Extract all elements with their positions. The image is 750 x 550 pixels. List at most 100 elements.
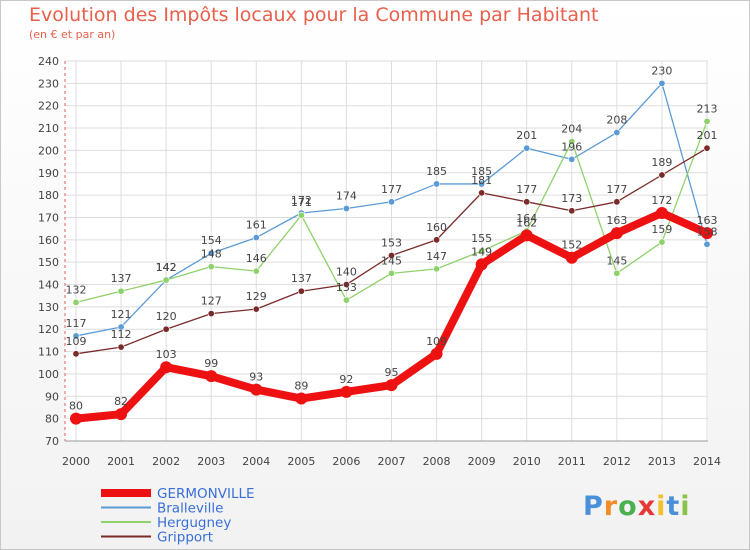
data-label: 177 (516, 183, 537, 196)
data-label: 137 (291, 272, 312, 285)
data-point (568, 137, 576, 145)
data-label: 164 (516, 212, 537, 225)
data-point (207, 249, 215, 257)
data-point (387, 269, 395, 277)
data-label: 129 (246, 290, 267, 303)
y-tick-label: 100 (38, 368, 59, 381)
logo-letter: x (637, 491, 657, 522)
data-point (703, 144, 711, 152)
x-tick-label: 2011 (558, 455, 586, 468)
y-tick-label: 70 (45, 435, 59, 448)
y-tick-label: 110 (38, 346, 59, 359)
data-label: 145 (381, 254, 402, 267)
logo-letter: P (583, 491, 604, 522)
x-tick-label: 2002 (152, 455, 180, 468)
data-point (297, 211, 305, 219)
y-tick-label: 140 (38, 279, 59, 292)
data-label: 163 (606, 214, 627, 227)
x-tick-label: 2013 (648, 455, 676, 468)
logo-letter: i (680, 491, 691, 522)
data-point (520, 229, 533, 242)
data-point (658, 79, 666, 87)
data-point (703, 240, 711, 248)
proxiti-logo: Proxiti (583, 491, 691, 522)
data-label: 185 (426, 165, 447, 178)
data-label: 103 (156, 348, 177, 361)
data-label: 121 (111, 308, 132, 321)
data-point (207, 310, 215, 318)
x-tick-label: 2005 (287, 455, 315, 468)
data-label: 148 (201, 248, 222, 261)
data-point (613, 269, 621, 277)
data-point (250, 383, 263, 396)
data-point (655, 207, 668, 219)
data-label: 82 (114, 395, 128, 408)
x-tick-label: 2001 (107, 455, 135, 468)
data-label: 177 (381, 183, 402, 196)
data-label: 95 (385, 366, 399, 379)
legend-label: GERMONVILLE (157, 486, 255, 502)
data-point (342, 205, 350, 213)
data-point (523, 144, 531, 152)
data-label: 204 (561, 122, 582, 135)
data-label: 171 (291, 196, 312, 209)
data-point (252, 234, 260, 242)
data-point (297, 287, 305, 295)
data-label: 92 (339, 373, 353, 386)
data-label: 159 (651, 223, 672, 236)
data-point (252, 305, 260, 313)
data-point (385, 379, 398, 392)
y-tick-label: 200 (38, 144, 59, 157)
data-label: 162 (516, 216, 537, 229)
data-label: 142 (156, 261, 177, 274)
data-label: 196 (561, 140, 582, 153)
data-label: 155 (471, 232, 492, 245)
data-point (703, 117, 711, 125)
data-label: 80 (69, 400, 83, 413)
data-label: 201 (697, 129, 718, 142)
data-label: 142 (156, 261, 177, 274)
data-point (162, 276, 170, 284)
logo-letter: t (666, 491, 681, 522)
x-tick-label: 2008 (423, 455, 451, 468)
x-tick-label: 2003 (197, 455, 225, 468)
data-label: 172 (291, 194, 312, 207)
x-tick-label: 2007 (378, 455, 406, 468)
data-label: 140 (336, 266, 357, 279)
x-tick-label: 2004 (242, 455, 270, 468)
y-tick-label: 240 (38, 55, 59, 68)
data-label: 185 (471, 165, 492, 178)
data-point (478, 189, 486, 197)
x-tick-label: 2012 (603, 455, 631, 468)
data-point (523, 198, 531, 206)
logo-letter: r (603, 491, 619, 522)
data-point (387, 251, 395, 259)
data-label: 172 (651, 194, 672, 207)
data-point (72, 298, 80, 306)
data-point (205, 370, 218, 383)
data-point (117, 343, 125, 351)
y-tick-label: 130 (38, 301, 59, 314)
data-point (295, 392, 308, 405)
data-label: 201 (516, 129, 537, 142)
data-point (70, 412, 82, 425)
legend-label: Hergugney (157, 515, 231, 531)
data-point (433, 236, 441, 244)
data-point (433, 180, 441, 188)
data-label: 127 (201, 295, 222, 308)
chart-title: Evolution des Impôts locaux pour la Comm… (29, 4, 599, 26)
data-label: 189 (651, 156, 672, 169)
data-label: 160 (426, 221, 447, 234)
data-point (568, 155, 576, 163)
data-label: 133 (336, 281, 357, 294)
data-label: 213 (697, 102, 718, 115)
data-point (340, 385, 353, 398)
plot-area (65, 61, 708, 441)
data-point (117, 287, 125, 295)
data-point (430, 347, 443, 360)
data-point (658, 238, 666, 246)
data-point (475, 258, 488, 271)
data-label: 117 (66, 317, 87, 330)
